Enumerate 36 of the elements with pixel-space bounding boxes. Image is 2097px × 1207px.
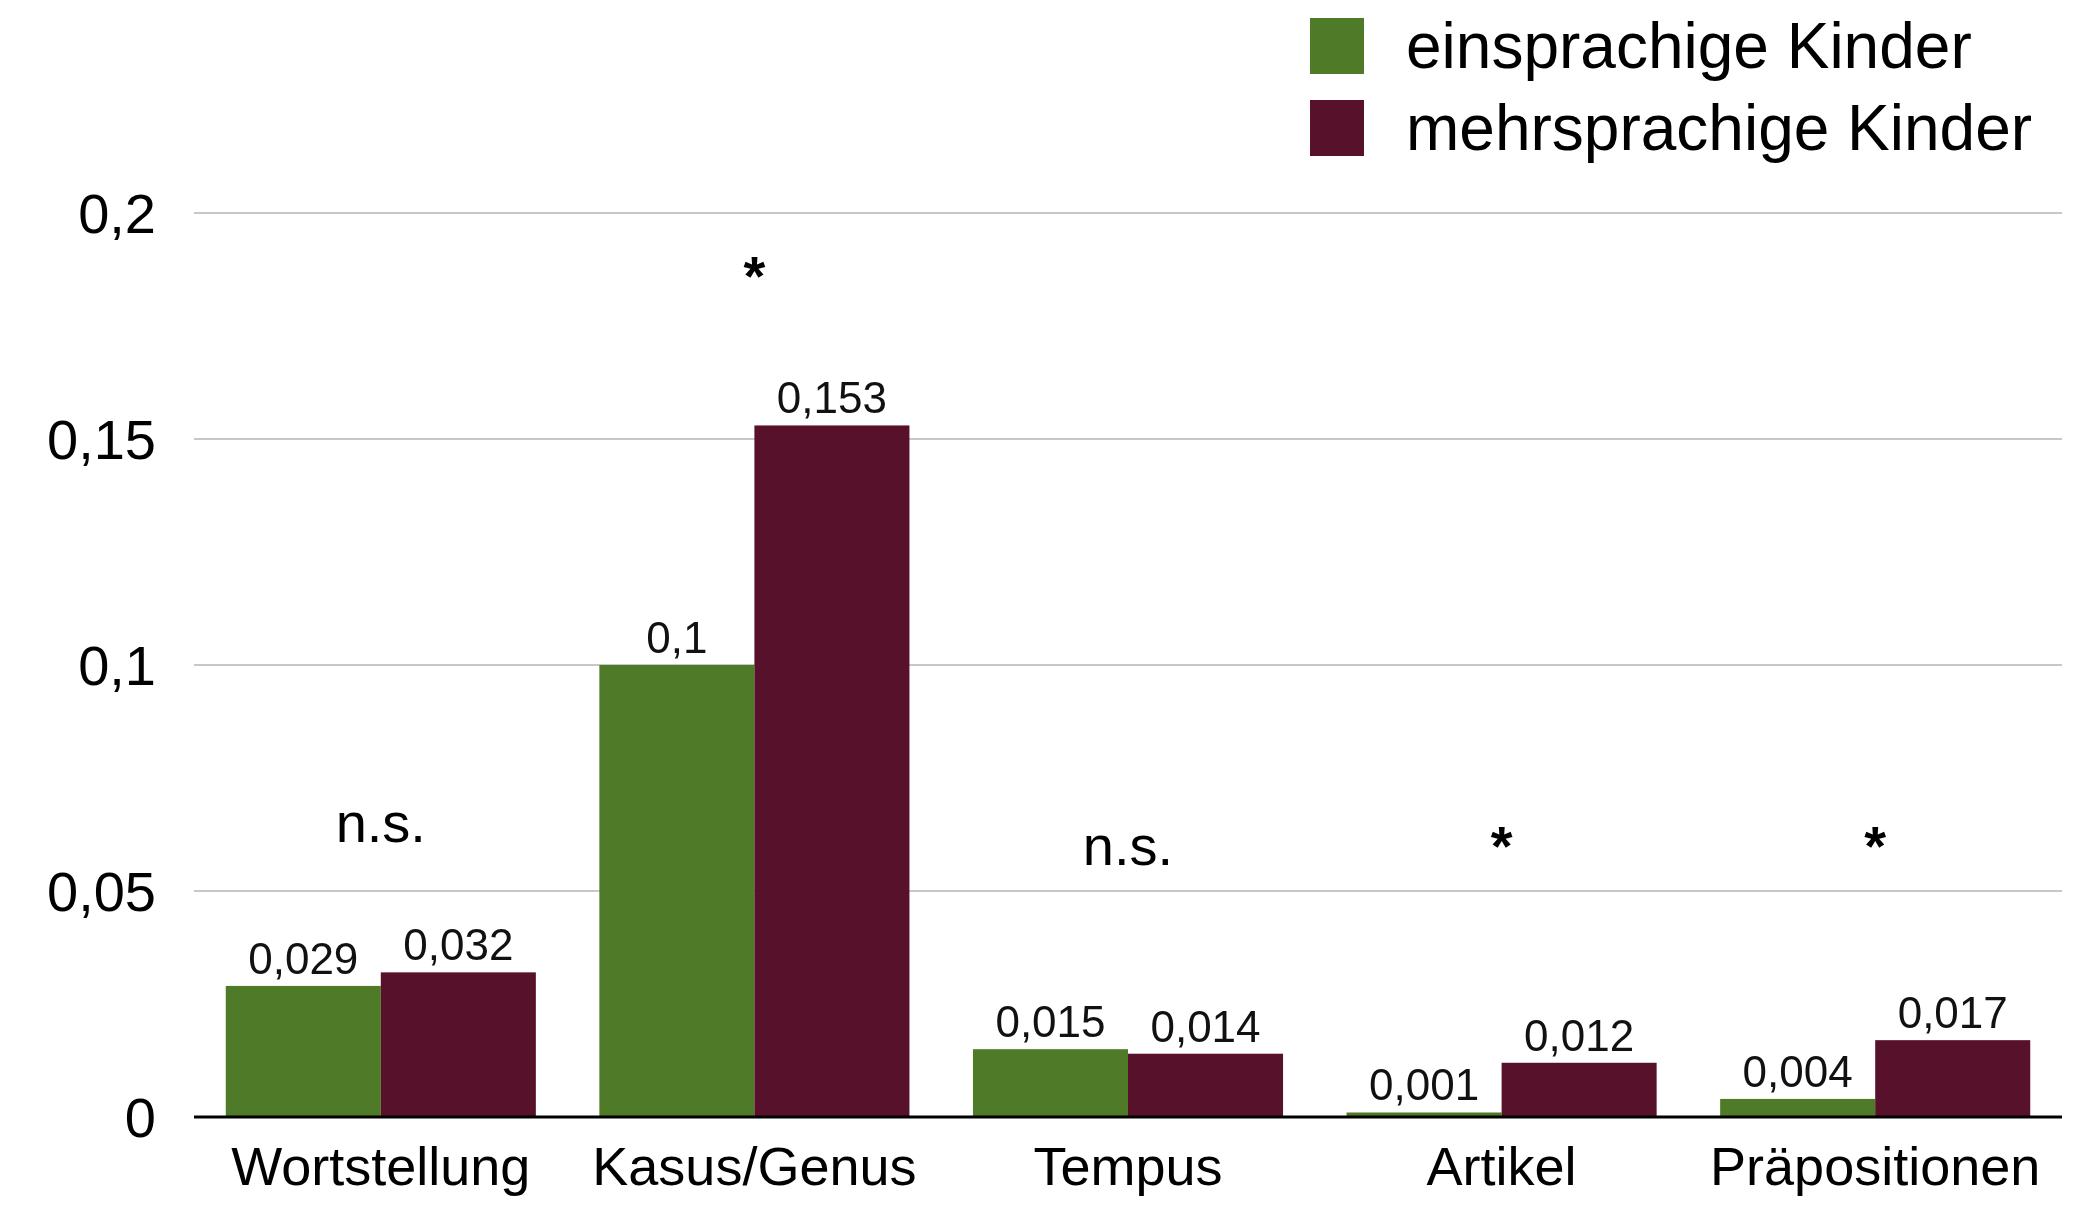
- bar: [1875, 1040, 2031, 1117]
- bar: [754, 425, 910, 1117]
- annotation: *: [743, 244, 766, 308]
- y-tick-label: 0,05: [47, 859, 156, 923]
- data-label: 0,029: [248, 933, 359, 983]
- bar: [1128, 1053, 1284, 1117]
- bar: [1720, 1098, 1876, 1117]
- data-label: 0,012: [1524, 1010, 1635, 1060]
- data-label: 0,014: [1150, 1001, 1261, 1051]
- x-tick-label: Kasus/Genus: [592, 1136, 917, 1196]
- data-label: 0,015: [995, 997, 1106, 1047]
- x-tick-label: Artikel: [1426, 1136, 1577, 1196]
- y-tick-label: 0,2: [78, 181, 156, 245]
- bar: [972, 1049, 1128, 1117]
- annotation: n.s.: [335, 790, 426, 854]
- data-label: 0,153: [776, 373, 887, 423]
- bar: [380, 972, 536, 1117]
- annotation: n.s.: [1082, 814, 1174, 878]
- data-label: 0,017: [1897, 988, 2008, 1038]
- y-tick-label: 0,1: [78, 633, 156, 697]
- x-tick-label: Präpositionen: [1710, 1136, 2041, 1196]
- x-tick-label: Wortstellung: [231, 1136, 531, 1196]
- y-tick-label: 0,15: [47, 407, 156, 471]
- annotation: *: [1864, 814, 1887, 878]
- data-label: 0,032: [403, 920, 514, 970]
- bar: [225, 985, 381, 1117]
- data-label: 0,004: [1742, 1046, 1853, 1096]
- bar: [599, 665, 755, 1117]
- data-label: 0,1: [646, 613, 708, 662]
- legend-label: mehrsprachige Kinder: [1406, 92, 2033, 165]
- data-label: 0,001: [1369, 1060, 1480, 1110]
- y-tick-label: 0: [124, 1085, 156, 1149]
- annotation: *: [1490, 814, 1513, 878]
- bar: [1501, 1062, 1657, 1117]
- legend-label: einsprachige Kinder: [1406, 10, 1972, 83]
- x-tick-label: Tempus: [1033, 1136, 1223, 1196]
